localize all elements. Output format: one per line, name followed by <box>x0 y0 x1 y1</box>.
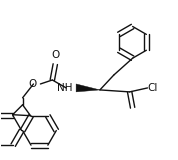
Text: O: O <box>51 50 59 60</box>
Text: Cl: Cl <box>148 83 158 93</box>
Text: O: O <box>28 79 36 89</box>
Text: NH: NH <box>57 83 72 93</box>
Polygon shape <box>76 84 100 92</box>
